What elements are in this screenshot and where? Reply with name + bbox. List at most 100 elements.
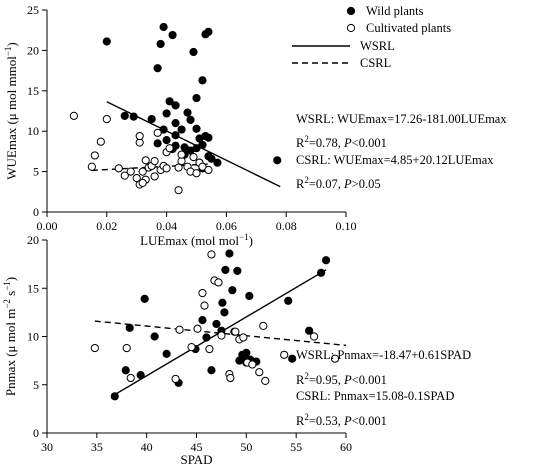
x-tick-label: 0.02 <box>96 219 117 233</box>
cultivated-plant-point <box>217 331 226 340</box>
cultivated-plant-point <box>138 167 147 176</box>
cultivated-plant-point <box>310 332 319 341</box>
wild-plant-point <box>168 30 177 40</box>
y-axis-label-sup2: −1 <box>2 281 12 291</box>
cultivated-plant-point <box>141 156 150 165</box>
cultivated-plant-point <box>280 350 289 359</box>
annotation-italic: P <box>343 373 352 387</box>
wild-plant-point <box>171 119 180 128</box>
chart-panel-2: 30 35 40 45 50 55 60 0 5 10 15 20 SPAD Pnmax (μ mol m… <box>2 233 471 467</box>
cultivated-plant-point <box>174 186 183 195</box>
x-axis-label: LUEmax (mol mol−1) <box>140 232 253 248</box>
cultivated-plant-point <box>177 150 186 159</box>
wild-plant-point <box>192 93 201 103</box>
x-tick-label: 40 <box>141 440 153 454</box>
y-axis-label-sup: −1 <box>3 47 13 57</box>
wild-plant-point <box>165 97 174 106</box>
annotation-text-c: >0.05 <box>352 177 381 191</box>
x-tick-label: 0.10 <box>336 219 357 233</box>
wild-plant-point <box>242 348 251 358</box>
annotation-text-c: <0.001 <box>352 136 387 150</box>
annotation-italic: P <box>343 136 352 150</box>
wild-plant-point <box>162 349 171 358</box>
wild-plant-point <box>177 125 186 134</box>
cultivated-plant-point <box>205 344 214 354</box>
wild-plant-point <box>171 131 180 140</box>
y-axis-label-text: Pnmax (μ mol m <box>3 309 18 397</box>
x-axis-label-text: SPAD <box>180 452 212 467</box>
cultivated-plant-point <box>174 163 183 172</box>
wild-plant-point <box>159 22 168 32</box>
annotation-text: CSRL: WUEmax=4.85+20.12LUEmax <box>296 153 494 167</box>
wild-plant-point <box>150 332 159 341</box>
legend-label: Wild plants <box>366 4 424 18</box>
x-tick-label: 30 <box>41 440 53 454</box>
wild-plant-point <box>129 112 138 121</box>
annotation-italic: P <box>343 414 352 428</box>
wild-plant-point <box>321 256 331 265</box>
cultivated-plant-point <box>255 368 264 377</box>
wild-plant-point <box>202 333 211 342</box>
wild-plant-point <box>220 308 229 317</box>
annotation-sup: 2 <box>304 134 309 144</box>
cultivated-plant-point <box>171 374 180 384</box>
cultivated-plant-point <box>120 171 129 180</box>
cultivated-plant-point <box>126 167 135 176</box>
cultivated-plant-point <box>198 288 207 298</box>
cultivated-plant-point <box>153 128 162 137</box>
wild-plant-point <box>121 366 130 375</box>
regression-annotation: CSRL: WUEmax=4.85+20.12LUEmax <box>296 153 494 167</box>
wild-plant-point <box>207 366 216 375</box>
y-axis-label-mid: s <box>3 291 18 299</box>
y-tick-label: 10 <box>27 124 39 138</box>
cultivated-plant-point <box>138 178 147 188</box>
annotation-text: R <box>296 136 305 150</box>
wild-plant-point <box>125 323 134 332</box>
cultivated-plant-point <box>200 301 209 310</box>
x-axis-label-sup: −1 <box>239 232 249 242</box>
wild-plant-point <box>288 354 297 363</box>
annotation-sup: 2 <box>304 175 309 185</box>
regression-annotation: R2=0.07, P>0.05 <box>296 175 381 191</box>
cultivated-plant-point <box>126 373 135 383</box>
wild-plant-point <box>153 139 162 148</box>
cultivated-plant-point <box>90 343 99 353</box>
cultivated-plant-point <box>87 162 96 171</box>
y-axis-label-text: WUEmax (μ mol mmol <box>4 56 19 180</box>
wild-plant-point <box>153 64 162 73</box>
cultivated-plant-point <box>165 144 174 153</box>
y-tick-label: 5 <box>33 165 39 179</box>
regression-annotation: WSRL: Pnmax=-18.47+0.61SPAD <box>296 348 471 362</box>
wild-plant-point <box>186 115 195 124</box>
annotation-text-b: =0.07, <box>309 177 344 191</box>
regression-line-csrl <box>94 320 347 347</box>
wild-plant-point <box>284 296 293 305</box>
wild-plant-point <box>102 37 111 46</box>
cultivated-plant-point <box>189 152 198 162</box>
y-tick-label: 10 <box>27 330 39 344</box>
y-tick-label: 15 <box>27 281 39 295</box>
legend-label: CSRL <box>360 56 391 70</box>
wild-plant-point <box>213 158 222 167</box>
annotation-text: R <box>296 414 305 428</box>
annotation-text: WSRL: Pnmax=-18.47+0.61SPAD <box>296 348 471 362</box>
wild-plant-point <box>221 265 230 275</box>
x-axis-label-text: LUEmax (mol mol <box>140 233 239 248</box>
cultivated-plant-point <box>193 324 202 333</box>
wild-plant-point <box>207 154 216 163</box>
wild-plant-point <box>192 124 201 133</box>
cultivated-plant-point <box>187 343 196 352</box>
cultivated-plant-point <box>239 333 248 342</box>
wild-plant-point <box>198 76 207 85</box>
cultivated-plant-point <box>96 137 105 146</box>
wild-plant-point <box>316 268 326 277</box>
y-tick-label: 0 <box>33 205 39 219</box>
cultivated-plant-point <box>330 354 340 363</box>
cultivated-plant-point <box>259 321 268 330</box>
cultivated-plant-point <box>135 131 144 141</box>
legend-label: WSRL <box>360 39 395 53</box>
cultivated-plant-point <box>226 373 235 383</box>
regression-annotation: R2=0.95, P<0.001 <box>296 371 387 387</box>
x-tick-label: 35 <box>91 440 103 454</box>
